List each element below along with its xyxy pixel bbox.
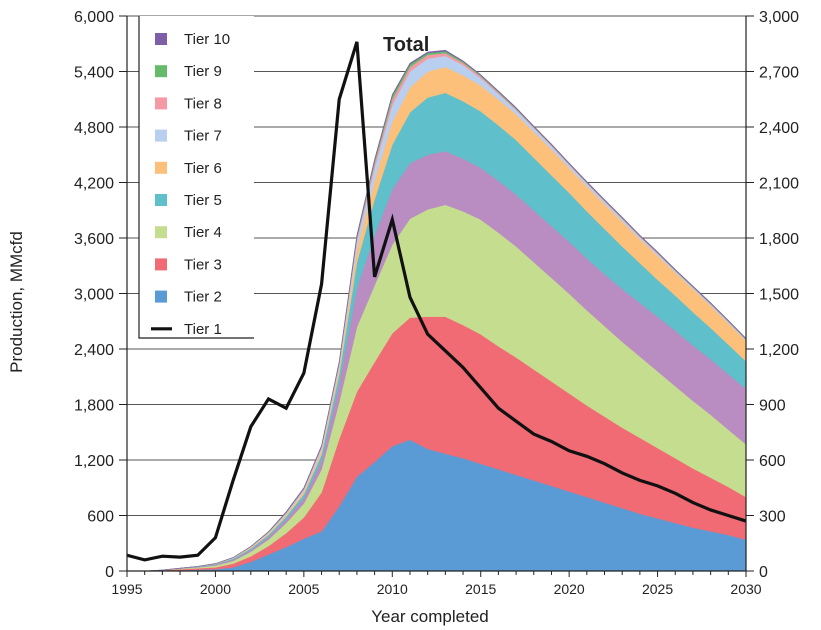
tier1-line — [126, 41, 747, 562]
x-tick-label: 2005 — [288, 581, 319, 597]
y-tick-label: 2,400 — [74, 342, 114, 359]
y-tick-label: 6,000 — [74, 9, 114, 26]
legend-label: Tier 4 — [184, 224, 222, 241]
legend-swatch — [155, 97, 167, 110]
y2-tick-label: 900 — [759, 398, 786, 415]
y-tick-label: 5,400 — [74, 65, 114, 82]
x-tick-label: 2010 — [377, 581, 408, 597]
legend-label: Tier 8 — [184, 95, 222, 112]
y2-tick-label: 2,400 — [759, 120, 799, 137]
y-tick-label: 1,800 — [74, 398, 114, 415]
legend-swatch — [155, 290, 167, 303]
legend-label: Tier 6 — [184, 160, 222, 177]
legend-label: Tier 10 — [184, 31, 230, 48]
y-tick-label: 4,200 — [74, 176, 114, 193]
legend-swatch — [155, 226, 167, 239]
y2-tick-label: 1,800 — [759, 231, 799, 248]
y2-tick-label: 1,200 — [759, 342, 799, 359]
y-tick-label: 4,800 — [74, 120, 114, 137]
x-tick-label: 1995 — [111, 581, 142, 597]
legend-label: Tier 2 — [184, 289, 222, 306]
axes: 0 600 1,200 1,800 2,400 3,000 3,600 4,200 4,800 5… — [74, 9, 799, 597]
legend-swatch — [155, 65, 167, 78]
legend-label: Tier 5 — [184, 192, 222, 209]
legend-label: Tier 7 — [184, 128, 222, 145]
x-tick-label: 2015 — [465, 581, 496, 597]
y2-tick-label: 2,100 — [759, 176, 799, 193]
y-tick-label: 1,200 — [74, 453, 114, 470]
x-tick-label: 2030 — [730, 581, 761, 597]
y-tick-label: 600 — [87, 509, 114, 526]
y2-tick-label: 2,700 — [759, 65, 799, 82]
y-tick-label: 3,000 — [74, 287, 114, 304]
legend-swatch — [155, 194, 167, 206]
y2-tick-label: 1,500 — [759, 287, 799, 304]
y2-tick-label: 0 — [759, 564, 768, 581]
tier1-line-layer — [126, 41, 747, 562]
legend-border — [138, 16, 254, 339]
y-tick-label: 3,600 — [74, 231, 114, 248]
legend-swatch — [155, 258, 167, 271]
y2-tick-label: 300 — [759, 509, 786, 526]
legend: Tier 10 Tier 9 Tier 8 Tier 7 Tier 6 Tier 5 Tie… — [138, 16, 254, 339]
x-tick-label: 2025 — [642, 581, 673, 597]
total-annotation: Total — [383, 34, 429, 56]
y2-tick-label: 600 — [759, 453, 786, 470]
x-axis-label: Year completed — [371, 607, 489, 626]
legend-label: Tier 1 — [184, 321, 222, 338]
y2-tick-label: 3,000 — [759, 9, 799, 26]
legend-swatch — [155, 33, 167, 45]
legend-label: Tier 9 — [184, 63, 222, 80]
y-tick-label: 0 — [105, 564, 114, 581]
legend-swatch — [155, 129, 167, 142]
legend-swatch — [155, 161, 167, 174]
y-axis-label: Production, MMcfd — [7, 231, 26, 373]
x-tick-label: 2020 — [554, 581, 585, 597]
legend-label: Tier 3 — [184, 256, 222, 273]
x-tick-label: 2000 — [200, 581, 231, 597]
